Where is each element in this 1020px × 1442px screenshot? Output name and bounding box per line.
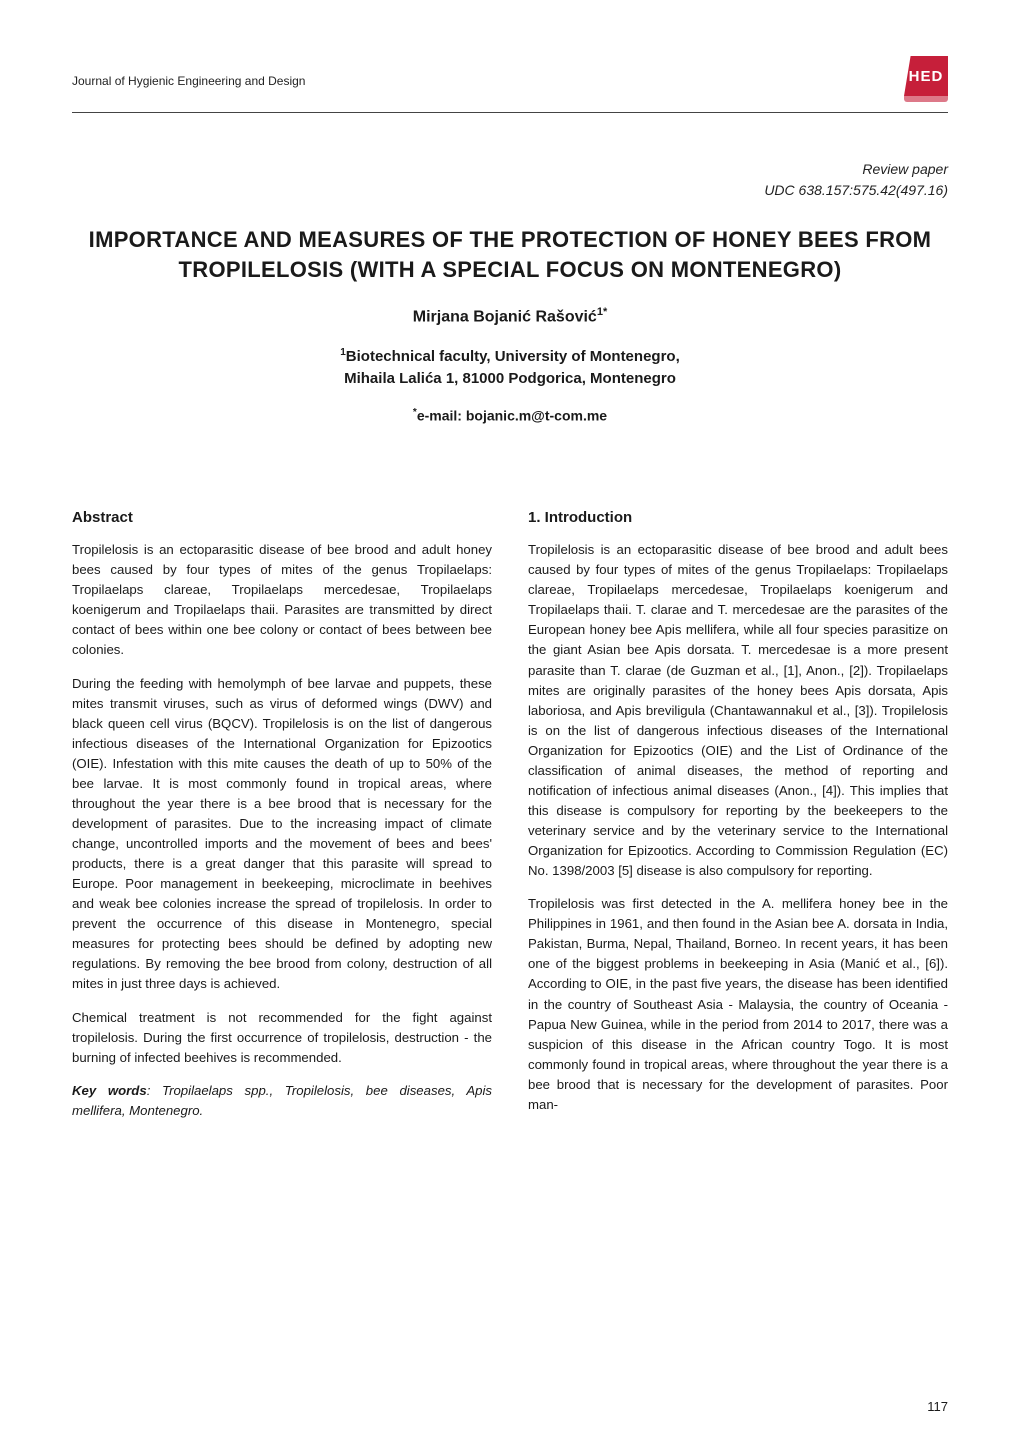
paper-classification: Review paper UDC 638.157:575.42(497.16)	[72, 159, 948, 201]
keywords-label: Key words	[72, 1083, 147, 1098]
paper-page: Journal of Hygienic Engineering and Desi…	[0, 0, 1020, 1442]
introduction-heading: 1. Introduction	[528, 507, 948, 530]
paper-title: IMPORTANCE AND MEASURES OF THE PROTECTIO…	[72, 225, 948, 284]
author-line: Mirjana Bojanić Rašović1*	[72, 306, 948, 326]
logo-shape: HED	[904, 56, 948, 96]
intro-p2: Tropilelosis was first detected in the A…	[528, 894, 948, 1115]
logo-underline	[904, 96, 948, 102]
right-column: 1. Introduction Tropilelosis is an ectop…	[528, 507, 948, 1133]
abstract-p1: Tropilelosis is an ectoparasitic disease…	[72, 540, 492, 660]
affiliation-line2: Mihaila Lalića 1, 81000 Podgorica, Monte…	[344, 370, 676, 387]
logo-text: HED	[909, 68, 944, 85]
journal-name: Journal of Hygienic Engineering and Desi…	[72, 74, 305, 88]
abstract-p3: Chemical treatment is not recommended fo…	[72, 1008, 492, 1068]
intro-p1: Tropilelosis is an ectoparasitic disease…	[528, 540, 948, 881]
page-number: 117	[927, 1399, 948, 1414]
affiliation-block: 1Biotechnical faculty, University of Mon…	[72, 345, 948, 391]
abstract-heading: Abstract	[72, 507, 492, 530]
journal-logo: HED	[904, 56, 948, 106]
corresponding-line: *e-mail: bojanic.m@t-com.me	[72, 407, 948, 424]
running-head: Journal of Hygienic Engineering and Desi…	[72, 56, 948, 113]
author-name: Mirjana Bojanić Rašović	[413, 309, 597, 326]
author-sup: 1*	[597, 306, 607, 318]
udc-code: UDC 638.157:575.42(497.16)	[72, 180, 948, 201]
corresponding-email: e-mail: bojanic.m@t-com.me	[417, 407, 607, 423]
two-column-body: Abstract Tropilelosis is an ectoparasiti…	[72, 507, 948, 1133]
left-column: Abstract Tropilelosis is an ectoparasiti…	[72, 507, 492, 1133]
keywords-line: Key words: Tropilaelaps spp., Tropilelos…	[72, 1081, 492, 1121]
affiliation-line1: Biotechnical faculty, University of Mont…	[346, 348, 680, 365]
paper-type: Review paper	[72, 159, 948, 180]
abstract-p2: During the feeding with hemolymph of bee…	[72, 674, 492, 995]
